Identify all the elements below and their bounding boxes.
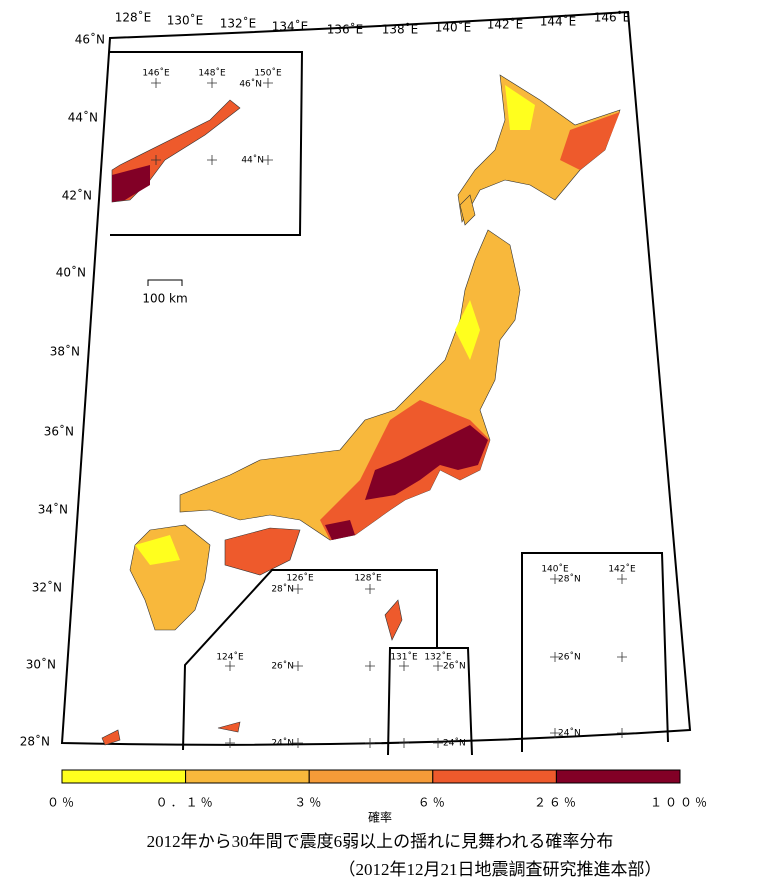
- caption-title: 2012年から30年間で震度6弱以上の揺れに見舞われる確率分布: [147, 832, 614, 851]
- inset-lat-label: 24˚N: [271, 738, 294, 749]
- legend-swatch: [61, 769, 187, 784]
- inset-lon-label: 148˚E: [198, 68, 226, 79]
- graticule-cross: [365, 584, 375, 594]
- lat-label: 30˚N: [26, 657, 56, 672]
- legend-label: ６％: [418, 796, 448, 810]
- legend-label: １００％: [650, 796, 710, 810]
- lat-label: 40˚N: [56, 265, 86, 280]
- lat-label: 38˚N: [50, 344, 80, 359]
- graticule-cross: [263, 155, 273, 165]
- inset-lat-label: 44˚N: [241, 155, 264, 166]
- inset-lon-label: 124˚E: [216, 652, 244, 663]
- inset-lat-label: 46˚N: [239, 79, 262, 90]
- inset-lon-label: 128˚E: [354, 573, 382, 584]
- graticule-cross: [433, 661, 443, 671]
- graticule-cross: [550, 728, 560, 738]
- graticule-cross: [617, 652, 627, 662]
- graticule-cross: [293, 584, 303, 594]
- map: 128˚E 130˚E 132˚E 134˚E 136˚E 138˚E 140˚…: [20, 10, 692, 756]
- legend-swatch: [185, 769, 310, 784]
- graticule-cross: [263, 78, 273, 88]
- map-frame: [60, 10, 692, 746]
- graticule-cross: [399, 661, 409, 671]
- inset-lon-label: 140˚E: [541, 564, 569, 575]
- lat-label: 34˚N: [38, 502, 68, 517]
- legend-label: ２６％: [534, 796, 579, 810]
- graticule-cross: [225, 661, 235, 671]
- lat-label: 32˚N: [32, 580, 62, 595]
- land: [101, 74, 621, 746]
- inset-frame: [182, 569, 473, 756]
- lat-label: 36˚N: [44, 424, 74, 439]
- lat-label: 28˚N: [20, 734, 50, 749]
- lon-label: 144˚E: [540, 14, 577, 29]
- graticule-cross: [617, 728, 627, 738]
- caption-source: （2012年12月21日地震調査研究推進本部）: [339, 860, 662, 879]
- inset-lat-label: 28˚N: [558, 574, 581, 585]
- graticule-cross: [433, 738, 443, 748]
- graticule-cross: [225, 738, 235, 748]
- graticule-cross: [550, 652, 560, 662]
- graticule-cross: [617, 574, 627, 584]
- inset-frame: [521, 552, 669, 752]
- lon-label: 146˚E: [594, 10, 631, 25]
- inset-lon-label: 132˚E: [424, 652, 452, 663]
- graticule-cross: [207, 78, 217, 88]
- inset-lat-label: 24˚N: [558, 728, 581, 739]
- lon-label: 140˚E: [435, 20, 472, 35]
- lon-label: 138˚E: [382, 22, 419, 37]
- lon-label: 142˚E: [487, 17, 524, 32]
- scale-label: 100 km: [142, 292, 187, 306]
- lat-label: 44˚N: [68, 110, 98, 125]
- legend-title: 確率: [368, 810, 392, 825]
- lat-label: 42˚N: [62, 188, 92, 203]
- graticule-cross: [365, 661, 375, 671]
- graticule-cross: [399, 738, 409, 748]
- graticule-cross: [365, 738, 375, 748]
- lon-label: 128˚E: [115, 10, 152, 25]
- legend-label: ０．１％: [156, 796, 216, 810]
- graticule-crosses: [151, 78, 627, 748]
- graticule-cross: [293, 661, 303, 671]
- graticule-cross: [151, 78, 161, 88]
- graticule-cross: [151, 155, 161, 165]
- lon-label: 136˚E: [327, 22, 364, 37]
- inset-lon-label: 146˚E: [142, 68, 170, 79]
- inset-lat-label: 24˚N: [443, 738, 466, 749]
- legend-swatch: [308, 769, 434, 784]
- legend-label: ０％: [47, 796, 77, 810]
- lon-label: 130˚E: [167, 13, 204, 28]
- inset-frame: [110, 51, 304, 236]
- legend-swatch: [555, 769, 681, 784]
- lat-label: 46˚N: [75, 32, 105, 47]
- legend-label: ３％: [294, 796, 324, 810]
- inset-lon-label: 131˚E: [390, 652, 418, 663]
- graticule-cross: [550, 574, 560, 584]
- graticule-cross: [293, 738, 303, 748]
- scale-bar: [147, 279, 183, 286]
- legend-swatch: [432, 769, 557, 784]
- lon-label: 132˚E: [220, 16, 257, 31]
- legend: 確率 ０％ ０．１％ ３％ ６％ ２６％ １００％: [47, 769, 710, 825]
- inset-lat-label: 28˚N: [271, 584, 294, 595]
- inset-lat-label: 26˚N: [558, 652, 581, 663]
- inset-lon-label: 126˚E: [286, 573, 314, 584]
- lon-label: 134˚E: [272, 19, 309, 34]
- inset-lon-label: 142˚E: [608, 564, 636, 575]
- inset-lon-label: 150˚E: [254, 68, 282, 79]
- inset-lat-label: 26˚N: [271, 661, 294, 672]
- graticule-cross: [207, 155, 217, 165]
- inset-lat-label: 26˚N: [443, 661, 466, 672]
